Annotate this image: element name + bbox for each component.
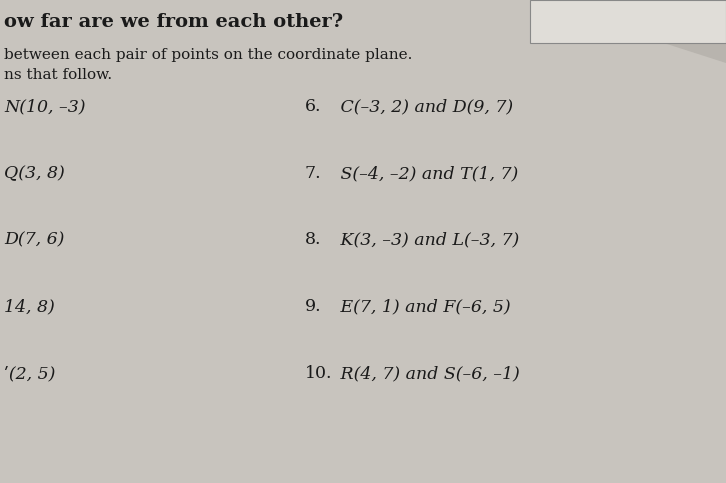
FancyBboxPatch shape xyxy=(530,0,726,43)
Text: ns that follow.: ns that follow. xyxy=(4,68,112,82)
Polygon shape xyxy=(530,0,726,63)
Text: 6.: 6. xyxy=(305,98,322,115)
Text: 9.: 9. xyxy=(305,298,322,315)
Text: N(10, –3): N(10, –3) xyxy=(4,98,86,115)
Text: E(7, 1) and F(–6, 5): E(7, 1) and F(–6, 5) xyxy=(335,298,510,315)
Text: K(3, –3) and L(–3, 7): K(3, –3) and L(–3, 7) xyxy=(335,231,519,248)
Text: ʹ(2, 5): ʹ(2, 5) xyxy=(4,365,55,382)
Text: C(–3, 2) and D(9, 7): C(–3, 2) and D(9, 7) xyxy=(335,98,513,115)
Text: 8.: 8. xyxy=(305,231,322,248)
Text: 10.: 10. xyxy=(305,365,333,382)
Text: D(7, 6): D(7, 6) xyxy=(4,231,65,248)
Text: 14, 8): 14, 8) xyxy=(4,298,54,315)
Text: S(–4, –2) and T(1, 7): S(–4, –2) and T(1, 7) xyxy=(335,165,518,182)
Text: between each pair of points on the coordinate plane.: between each pair of points on the coord… xyxy=(4,48,412,62)
Text: Q(3, 8): Q(3, 8) xyxy=(4,165,65,182)
Text: R(4, 7) and S(–6, –1): R(4, 7) and S(–6, –1) xyxy=(335,365,520,382)
Text: ow far are we from each other?: ow far are we from each other? xyxy=(4,13,343,31)
Text: 7.: 7. xyxy=(305,165,322,182)
